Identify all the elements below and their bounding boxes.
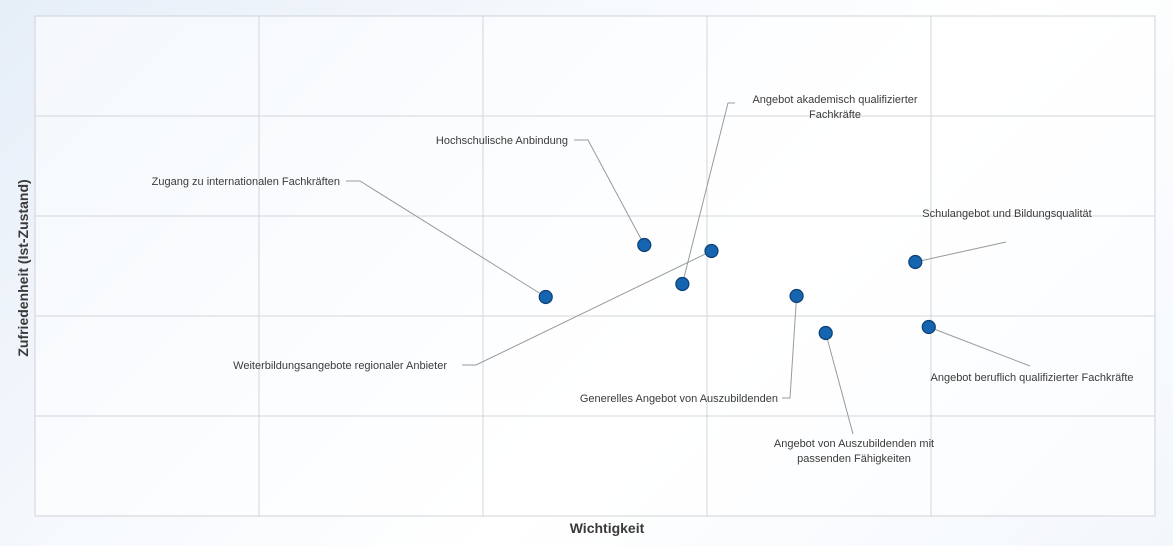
- data-label: Generelles Angebot von Auszubildenden: [580, 393, 778, 405]
- data-point: [637, 237, 652, 253]
- data-label: Schulangebot und Bildungsqualität: [922, 208, 1091, 220]
- leader-line: [915, 241, 1007, 263]
- data-label: Angebot akademisch qualifizierter Fachkrä…: [752, 94, 917, 121]
- data-point: [675, 276, 690, 292]
- leader-lines: [346, 102, 1031, 435]
- leader-line: [782, 295, 798, 399]
- leader-line: [462, 250, 712, 366]
- leader-line: [574, 139, 645, 246]
- data-points: [538, 237, 936, 341]
- leader-line: [346, 180, 546, 298]
- leader-line: [825, 332, 854, 435]
- data-point: [789, 288, 804, 304]
- data-point: [538, 289, 553, 305]
- data-point: [908, 254, 923, 270]
- y-axis-title: Zufriedenheit (Ist-Zustand): [15, 179, 31, 356]
- x-axis-title: Wichtigkeit: [570, 520, 645, 536]
- data-point: [704, 243, 719, 259]
- data-point: [921, 319, 936, 335]
- point-labels: Zugang zu internationalen Fachkräften Hoc…: [152, 94, 1134, 465]
- data-label: Weiterbildungsangebote regionaler Anbiet…: [233, 360, 447, 372]
- data-label: Hochschulische Anbindung: [436, 135, 568, 147]
- leader-line: [681, 102, 735, 285]
- data-label: Angebot von Auszubildenden mit passenden …: [774, 438, 934, 465]
- data-point: [818, 325, 833, 341]
- leader-line: [928, 326, 1031, 367]
- data-label: Zugang zu internationalen Fachkräften: [152, 176, 340, 188]
- plot-area: [34, 15, 1156, 517]
- plot-grid: [34, 15, 1156, 517]
- data-label: Angebot beruflich qualifizierter Fachkrä…: [931, 372, 1134, 384]
